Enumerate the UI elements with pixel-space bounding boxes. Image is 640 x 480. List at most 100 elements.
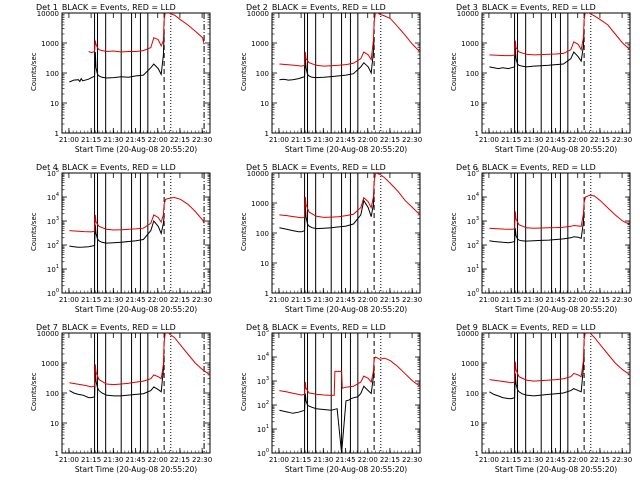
x-tick-label: 21:30	[523, 136, 543, 144]
panel-title: Det 5 BLACK = Events, RED = LLD	[246, 163, 386, 172]
y-tick-base: 10	[467, 194, 476, 202]
y-tick-exponent: 4	[266, 352, 269, 358]
y-tick-label: 104	[257, 352, 269, 362]
y-tick-base: 10	[47, 218, 56, 226]
x-tick-label: 22:15	[170, 456, 190, 464]
series-line-lld	[88, 13, 205, 54]
y-tick-exponent: 1	[56, 264, 59, 270]
panel-det-7: Det 7 BLACK = Events, RED = LLD Counts/sec…	[30, 323, 212, 474]
x-axis-label: Start Time (20-Aug-08 20:55:20)	[285, 145, 407, 154]
y-tick-label: 105	[257, 328, 269, 338]
y-tick-base: 10	[257, 354, 266, 362]
y-axis-label: Counts/sec	[30, 372, 38, 411]
x-tick-label: 22:30	[612, 136, 632, 144]
y-tick-label: 10	[470, 100, 479, 108]
plot-frame	[61, 12, 211, 134]
x-tick-label: 21:45	[545, 456, 565, 464]
series-line-events	[279, 38, 375, 81]
panel-title-legend: BLACK = Events, RED = LLD	[482, 323, 596, 332]
x-tick-label: 21:00	[479, 296, 499, 304]
y-tick-exponent: 3	[266, 376, 269, 382]
panel-title-legend: BLACK = Events, RED = LLD	[62, 163, 176, 172]
x-tick-label: 22:30	[612, 296, 632, 304]
x-tick-label: 21:30	[103, 296, 123, 304]
series-line-lld	[279, 173, 420, 219]
x-tick-label: 21:00	[269, 296, 289, 304]
y-tick-exponent: 1	[476, 264, 479, 270]
y-tick-label: 10000	[457, 330, 479, 338]
y-tick-label: 105	[47, 168, 59, 178]
series-line-lld	[489, 13, 630, 57]
x-tick-label: 22:00	[148, 456, 168, 464]
y-tick-label: 10000	[37, 330, 59, 338]
y-tick-exponent: 0	[56, 288, 59, 294]
panel-title-det: Det 6	[456, 163, 478, 172]
panel-det-9: Det 9 BLACK = Events, RED = LLD Counts/sec…	[450, 323, 632, 474]
y-tick-label: 10000	[247, 170, 269, 178]
panel-det-2: Det 2 BLACK = Events, RED = LLD Counts/sec…	[240, 3, 422, 154]
series-line-lld	[279, 356, 420, 396]
panel-det-4: Det 4 BLACK = Events, RED = LLD Counts/sec…	[30, 163, 212, 314]
x-tick-label: 22:30	[192, 296, 212, 304]
y-tick-label: 1000	[251, 200, 269, 208]
y-tick-base: 10	[467, 170, 476, 178]
y-tick-label: 1000	[461, 360, 479, 368]
panel-title-legend: BLACK = Events, RED = LLD	[272, 323, 386, 332]
y-tick-base: 10	[467, 266, 476, 274]
x-tick-label: 21:00	[479, 136, 499, 144]
panel-title-legend: BLACK = Events, RED = LLD	[482, 163, 596, 172]
y-tick-label: 10	[50, 100, 59, 108]
panel-title-det: Det 9	[456, 323, 478, 332]
y-tick-base: 10	[257, 450, 266, 458]
x-tick-label: 22:00	[568, 136, 588, 144]
y-axis-label: Counts/sec	[240, 372, 248, 411]
x-tick-label: 22:00	[358, 456, 378, 464]
y-tick-label: 10000	[457, 10, 479, 18]
panel-title-legend: BLACK = Events, RED = LLD	[482, 3, 596, 12]
y-tick-label: 100	[256, 70, 269, 78]
panel-title-det: Det 7	[36, 323, 58, 332]
x-tick-label: 21:30	[523, 456, 543, 464]
x-tick-label: 22:15	[590, 296, 610, 304]
panel-title: Det 6 BLACK = Events, RED = LLD	[456, 163, 596, 172]
panel-det-3: Det 3 BLACK = Events, RED = LLD Counts/sec…	[450, 3, 632, 154]
x-tick-label: 21:45	[125, 456, 145, 464]
y-axis-label: Counts/sec	[450, 372, 458, 411]
x-tick-label: 21:30	[313, 296, 333, 304]
x-tick-label: 22:00	[148, 136, 168, 144]
series-line-lld	[279, 13, 420, 67]
x-tick-label: 21:30	[313, 456, 333, 464]
y-tick-exponent: 4	[476, 192, 479, 198]
series-line-events	[69, 216, 165, 248]
y-axis-label: Counts/sec	[30, 52, 38, 91]
y-tick-label: 105	[467, 168, 479, 178]
x-tick-label: 21:00	[269, 456, 289, 464]
x-tick-label: 22:00	[148, 296, 168, 304]
y-tick-label: 10	[260, 100, 269, 108]
panel-title: Det 2 BLACK = Events, RED = LLD	[246, 3, 386, 12]
panel-title-det: Det 2	[246, 3, 268, 12]
panel-title-det: Det 3	[456, 3, 478, 12]
series-line-events	[489, 211, 585, 244]
plot-frame	[481, 172, 631, 294]
panel-title: Det 9 BLACK = Events, RED = LLD	[456, 323, 596, 332]
y-tick-exponent: 0	[266, 448, 269, 454]
y-tick-label: 100	[46, 70, 59, 78]
panel-title: Det 1 BLACK = Events, RED = LLD	[36, 3, 176, 12]
series-line-lld	[489, 194, 630, 230]
y-tick-base: 10	[47, 170, 56, 178]
x-tick-label: 21:30	[523, 296, 543, 304]
x-tick-label: 21:15	[81, 456, 101, 464]
x-axis-label: Start Time (20-Aug-08 20:55:20)	[75, 305, 197, 314]
x-tick-label: 21:00	[59, 296, 79, 304]
panel-title-legend: BLACK = Events, RED = LLD	[272, 3, 386, 12]
y-tick-label: 100	[466, 390, 479, 398]
panel-title-det: Det 4	[36, 163, 58, 172]
x-tick-label: 22:00	[568, 456, 588, 464]
y-tick-exponent: 2	[266, 400, 269, 406]
x-tick-label: 21:30	[103, 456, 123, 464]
y-tick-exponent: 1	[266, 424, 269, 430]
y-tick-label: 103	[47, 216, 59, 226]
series-line-events	[279, 369, 375, 453]
plot-frame	[481, 332, 631, 454]
